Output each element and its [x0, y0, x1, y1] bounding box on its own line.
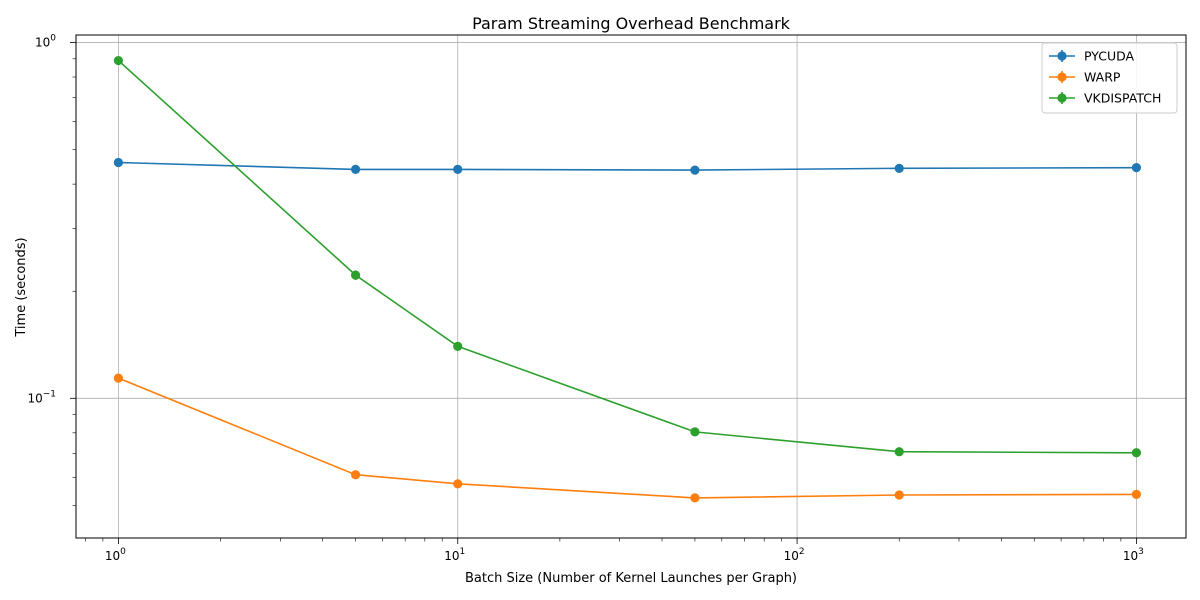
- data-point-warp: [690, 493, 700, 503]
- y-tick-label: 10−1: [27, 389, 56, 405]
- x-tick-label: 102: [784, 547, 805, 563]
- data-point-vkdispatch: [113, 55, 123, 66]
- legend-item-warp: WARP: [1049, 70, 1121, 85]
- data-point-pycuda: [350, 164, 361, 174]
- data-point-vkdispatch: [350, 270, 361, 280]
- legend-swatch-marker: [1057, 93, 1067, 103]
- data-point-vkdispatch: [894, 447, 904, 457]
- data-point-vkdispatch: [453, 341, 463, 351]
- legend: PYCUDA WARP VKDISPATCH: [1041, 42, 1178, 114]
- data-point-vkdispatch: [690, 427, 700, 437]
- legend-swatch-marker: [1057, 51, 1067, 61]
- x-axis-label: Batch Size (Number of Kernel Launches pe…: [465, 571, 797, 586]
- plot-frame: [75, 34, 1187, 539]
- legend-label: PYCUDA: [1084, 49, 1134, 64]
- series-line-warp: [118, 377, 1137, 499]
- series-line-pycuda: [118, 161, 1137, 171]
- data-point-warp: [113, 373, 123, 383]
- legend-box: [1041, 42, 1178, 114]
- data-point-pycuda: [690, 165, 700, 175]
- axis-ticks: 100 101 102 103 10−1 100: [27, 34, 1143, 563]
- legend-label: WARP: [1084, 70, 1121, 85]
- data-point-warp: [350, 470, 361, 480]
- x-tick-label: 100: [105, 547, 126, 563]
- y-axis-label: Time (seconds): [14, 237, 29, 337]
- data-point-warp: [453, 479, 463, 489]
- data-point-pycuda: [453, 164, 463, 174]
- data-point-pycuda: [113, 157, 123, 168]
- legend-label: VKDISPATCH: [1084, 91, 1161, 106]
- legend-item-vkdispatch: VKDISPATCH: [1049, 91, 1161, 106]
- chart-title: Param Streaming Overhead Benchmark: [472, 14, 791, 33]
- data-point-pycuda: [894, 163, 904, 173]
- grid-lines: [76, 35, 1186, 538]
- y-tick-label: 100: [35, 34, 56, 50]
- x-tick-label: 103: [1123, 547, 1144, 563]
- plot-area: [113, 55, 1142, 503]
- legend-swatch-marker: [1057, 72, 1067, 82]
- data-point-pycuda: [1131, 163, 1142, 173]
- data-point-warp: [1131, 489, 1142, 500]
- data-point-warp: [894, 490, 904, 500]
- legend-item-pycuda: PYCUDA: [1049, 49, 1134, 64]
- data-point-vkdispatch: [1131, 448, 1142, 458]
- x-tick-label: 101: [444, 547, 465, 563]
- series-line-vkdispatch: [117, 59, 1137, 454]
